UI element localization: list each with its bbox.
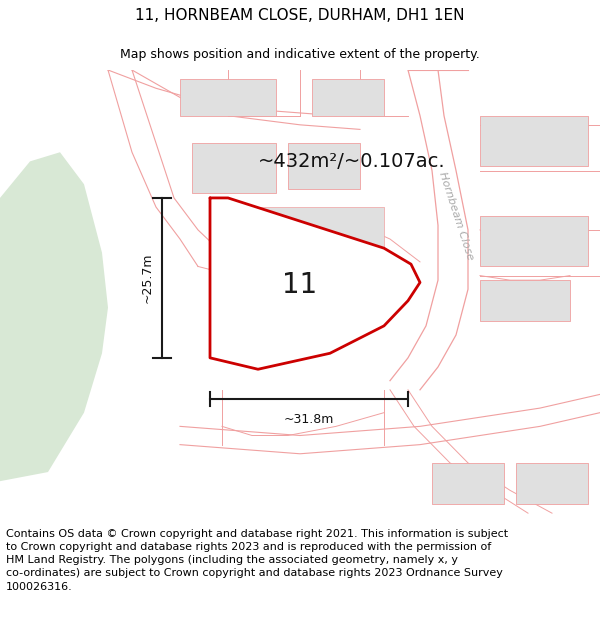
Text: ~432m²/~0.107ac.: ~432m²/~0.107ac. [258, 152, 446, 171]
Text: Hornbeam Close: Hornbeam Close [437, 171, 475, 262]
Text: Map shows position and indicative extent of the property.: Map shows position and indicative extent… [120, 48, 480, 61]
Text: Contains OS data © Crown copyright and database right 2021. This information is : Contains OS data © Crown copyright and d… [6, 529, 508, 592]
Text: ~25.7m: ~25.7m [140, 253, 154, 303]
Text: ~31.8m: ~31.8m [284, 413, 334, 426]
Text: 11, HORNBEAM CLOSE, DURHAM, DH1 1EN: 11, HORNBEAM CLOSE, DURHAM, DH1 1EN [135, 8, 465, 23]
Text: 11: 11 [283, 271, 317, 299]
